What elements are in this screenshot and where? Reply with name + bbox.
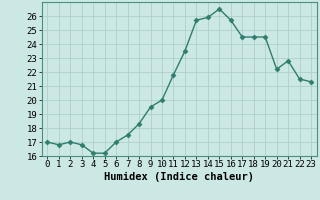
X-axis label: Humidex (Indice chaleur): Humidex (Indice chaleur) — [104, 172, 254, 182]
